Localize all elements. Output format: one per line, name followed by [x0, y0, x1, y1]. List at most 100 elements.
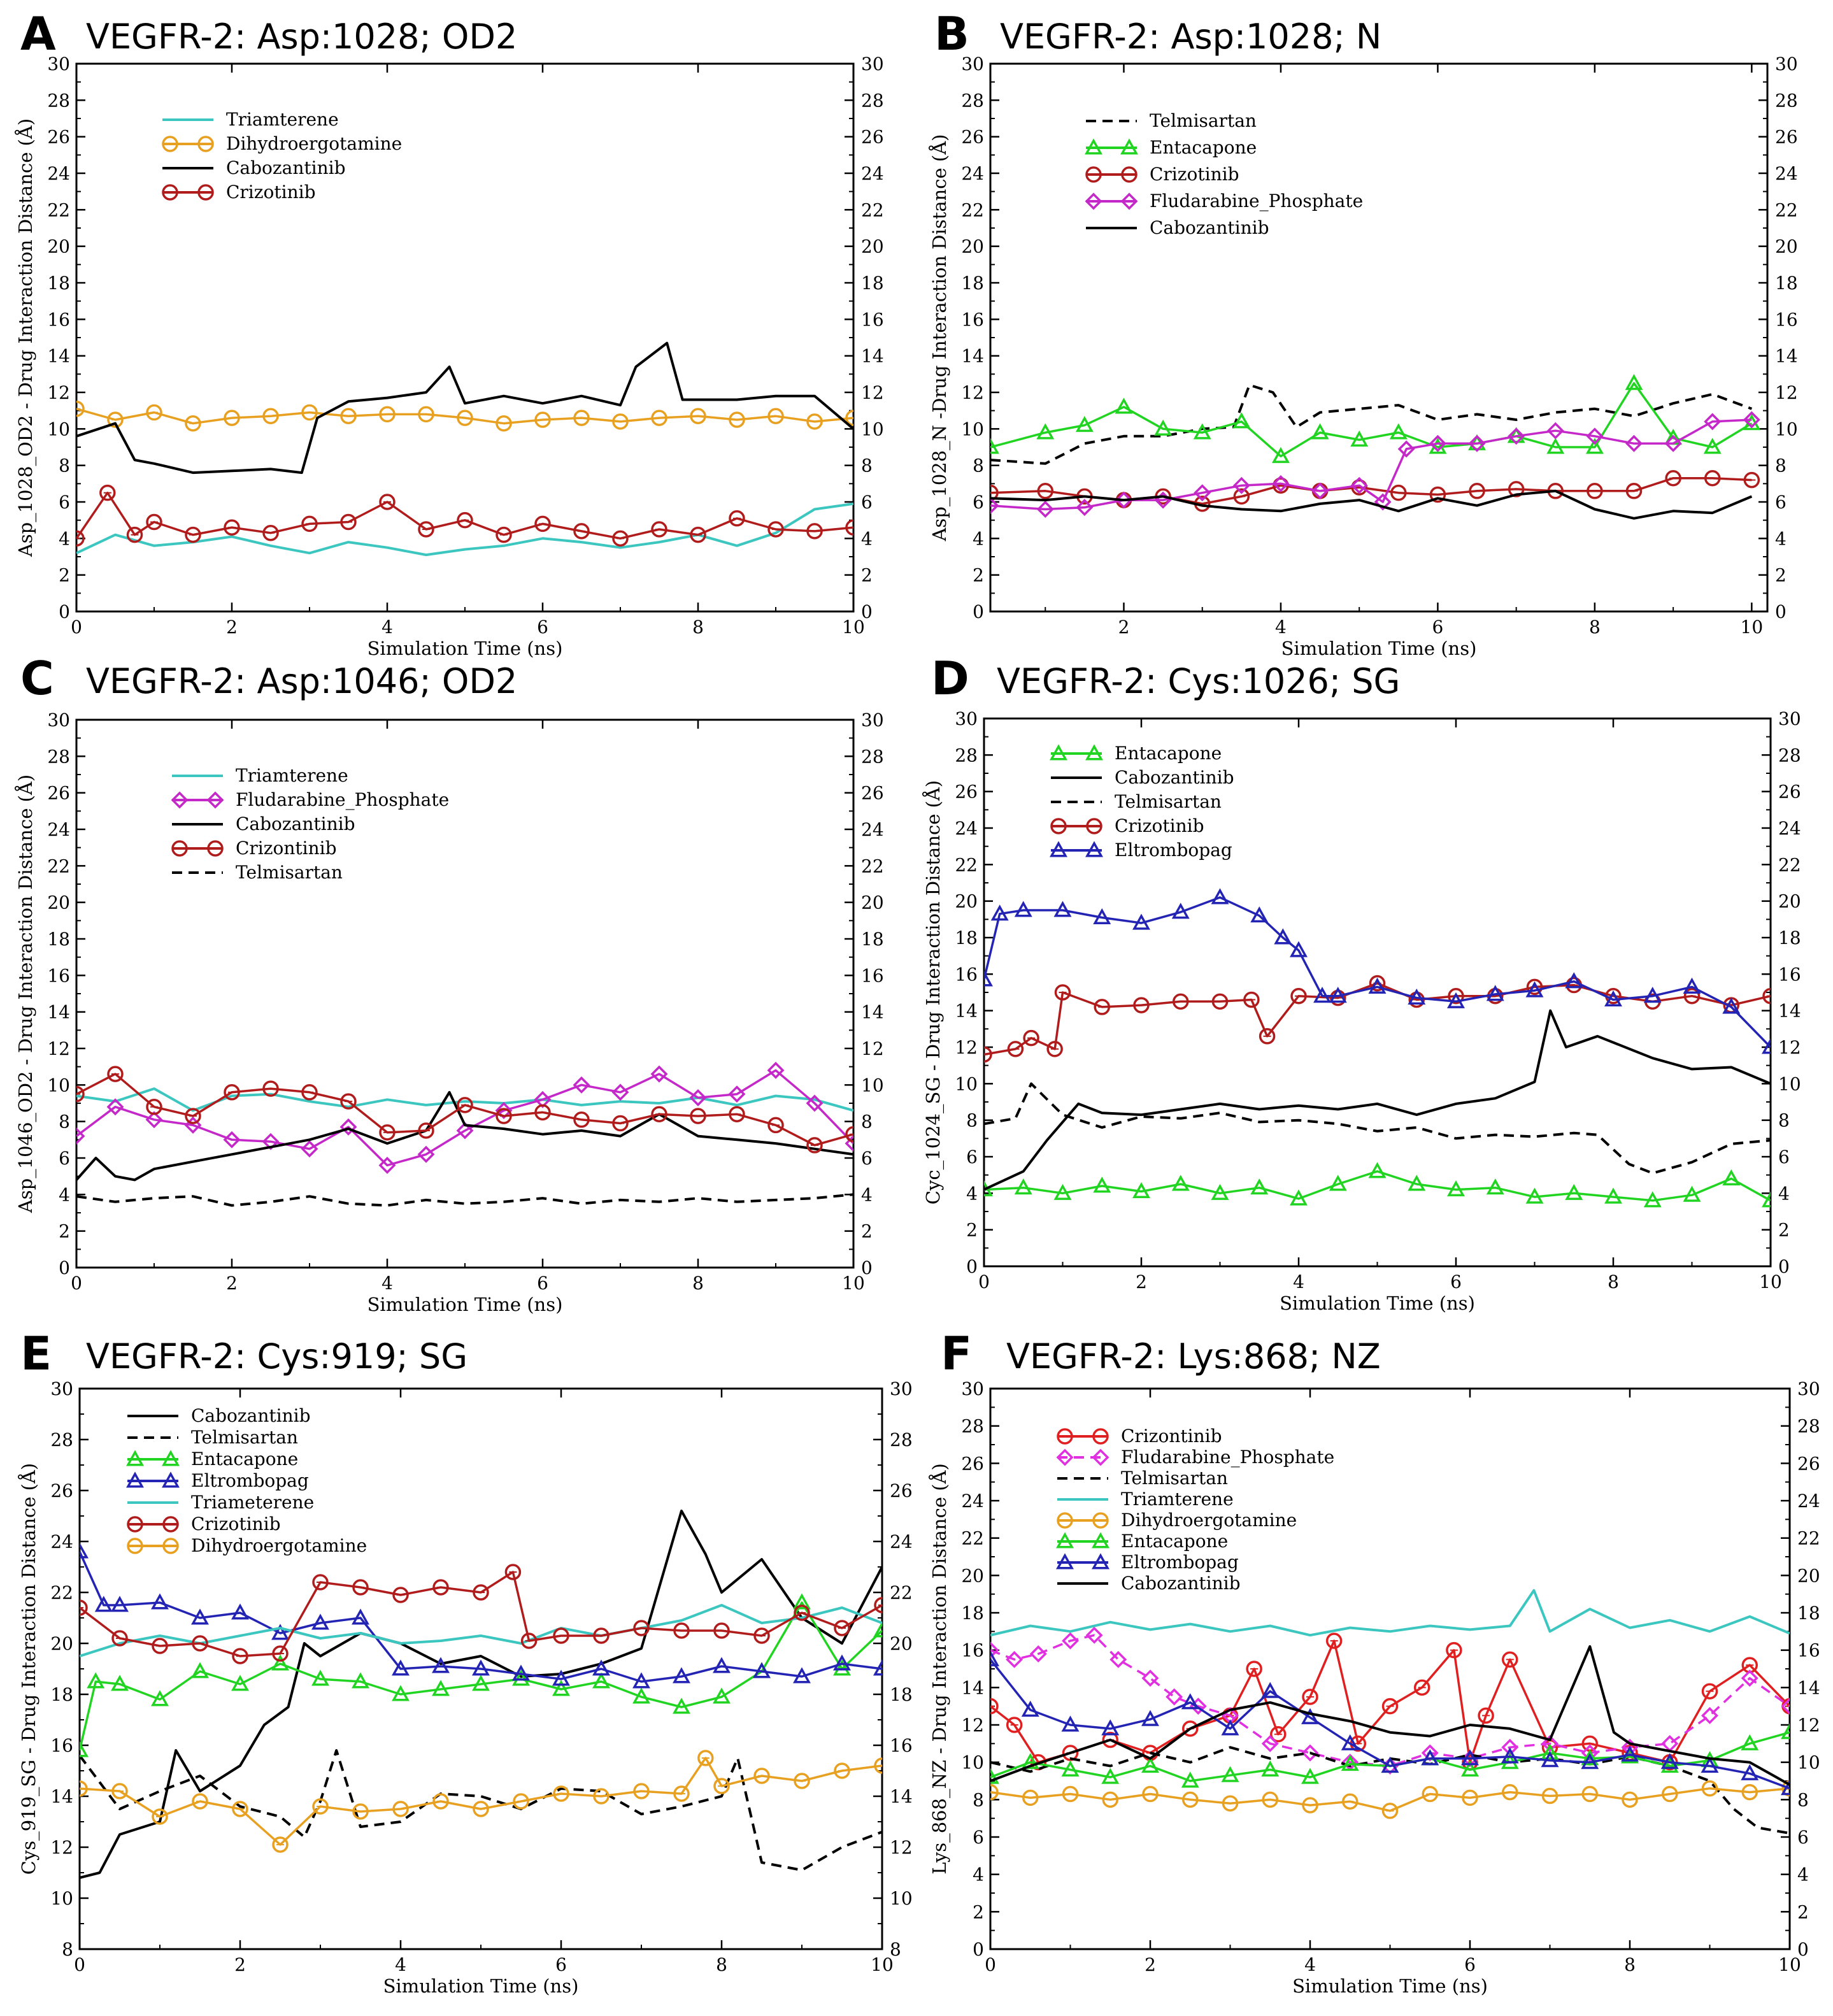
- y-tick-label-right: 6: [1797, 1827, 1809, 1848]
- y-tick-label: 28: [47, 90, 70, 111]
- panel-letter: A: [20, 7, 56, 61]
- x-tick-label: 2: [1145, 1954, 1156, 1975]
- x-tick-label: 10: [1778, 1954, 1801, 1975]
- y-tick-label: 18: [961, 1603, 984, 1624]
- panel-title: VEGFR-2: Asp:1028; N: [1000, 17, 1381, 57]
- y-tick-label-right: 12: [1775, 382, 1798, 403]
- y-tick-label-right: 26: [890, 1480, 913, 1501]
- y-axis-label: Asp_1046_OD2 - Drug Interaction Distance…: [14, 775, 37, 1213]
- y-tick-label-right: 14: [1775, 346, 1798, 367]
- legend-label: Fludarabine_Phosphate: [1150, 190, 1363, 211]
- y-tick-label: 2: [59, 565, 70, 586]
- y-tick-label-right: 28: [1797, 1416, 1820, 1437]
- y-tick-label-right: 22: [890, 1582, 913, 1603]
- legend-label: Dihydroergotamine: [191, 1535, 367, 1556]
- y-tick-label: 26: [961, 1453, 984, 1474]
- y-tick-label-right: 12: [861, 1038, 884, 1059]
- y-tick-label: 12: [961, 382, 984, 403]
- panel-title: VEGFR-2: Asp:1046; OD2: [86, 661, 517, 701]
- y-tick-label-right: 16: [890, 1735, 913, 1756]
- legend-label: Telmisartan: [1121, 1468, 1228, 1489]
- legend-label: Dihydroergotamine: [226, 133, 402, 154]
- y-tick-label: 0: [59, 601, 70, 622]
- y-tick-label: 18: [961, 273, 984, 294]
- y-tick-label: 8: [973, 455, 984, 476]
- legend-label: Triamterene: [236, 765, 348, 786]
- x-tick-label: 6: [1464, 1954, 1476, 1975]
- legend-label: Fludarabine_Phosphate: [1121, 1447, 1334, 1468]
- y-tick-label: 28: [955, 745, 978, 766]
- legend-label: Entacapone: [1150, 137, 1257, 158]
- panel-f: F VEGFR-2: Lys:868; NZ0 02 24 46 68 810 1012 121…: [928, 1327, 1820, 1997]
- y-tick-label: 10: [961, 418, 984, 440]
- y-tick-label-right: 8: [1775, 455, 1787, 476]
- legend-label: Eltrombopag: [191, 1470, 309, 1491]
- y-tick-label-right: 26: [1797, 1453, 1820, 1474]
- x-tick-label: 8: [1589, 617, 1601, 638]
- y-tick-label: 28: [47, 746, 70, 767]
- y-tick-label-right: 10: [1775, 418, 1798, 440]
- y-tick-label-right: 2: [1797, 1901, 1809, 1922]
- y-tick-label-right: 10: [861, 1075, 884, 1096]
- x-axis-label: Simulation Time (ns): [383, 1975, 579, 1997]
- legend-label: Triameterene: [191, 1492, 314, 1513]
- y-tick-label: 14: [47, 1002, 70, 1023]
- y-tick-label-right: 26: [861, 127, 884, 148]
- x-tick-label: 10: [842, 617, 865, 638]
- panel-d: D VEGFR-2: Cys:1026; SG0 02 24 46 68 810 1012 12…: [922, 652, 1801, 1314]
- y-tick-label-right: 18: [1797, 1603, 1820, 1624]
- y-tick-label-right: 4: [1778, 1183, 1790, 1204]
- legend-label: Cabozantinib: [191, 1405, 311, 1426]
- legend-label: Crizotinib: [191, 1513, 281, 1534]
- y-tick-label: 4: [973, 528, 984, 549]
- panel-title: VEGFR-2: Cys:919; SG: [86, 1336, 467, 1376]
- legend-label: Cabozantinib: [236, 813, 355, 834]
- y-tick-label-right: 28: [1775, 90, 1798, 111]
- y-tick-label: 16: [961, 1640, 984, 1661]
- y-tick-label-right: 24: [861, 163, 884, 184]
- y-tick-label-right: 12: [861, 382, 884, 403]
- panel-letter: D: [931, 652, 969, 705]
- panel-letter: E: [20, 1327, 52, 1380]
- y-tick-label: 20: [955, 891, 978, 912]
- y-tick-label-right: 2: [1775, 565, 1787, 586]
- y-tick-label: 30: [961, 54, 984, 75]
- y-tick-label-right: 14: [1797, 1677, 1820, 1698]
- y-tick-label-right: 30: [861, 710, 884, 731]
- x-tick-label: 6: [1432, 617, 1444, 638]
- y-tick-label-right: 10: [1797, 1752, 1820, 1773]
- legend-label: Cabozantinib: [1121, 1573, 1241, 1594]
- x-axis-label: Simulation Time (ns): [1281, 638, 1477, 659]
- y-tick-label-right: 6: [1775, 492, 1787, 513]
- y-tick-label: 20: [50, 1633, 73, 1654]
- y-tick-label-right: 22: [1775, 199, 1798, 220]
- y-tick-label: 6: [966, 1147, 978, 1168]
- legend-label: Cabozantinib: [1115, 767, 1234, 788]
- x-tick-label: 10: [871, 1954, 894, 1975]
- y-tick-label-right: 26: [1775, 127, 1798, 148]
- panel-letter: F: [941, 1327, 972, 1380]
- y-tick-label-right: 28: [1778, 745, 1801, 766]
- x-tick-label: 2: [226, 1273, 238, 1294]
- y-tick-label-right: 20: [890, 1633, 913, 1654]
- y-tick-label-right: 14: [1778, 1001, 1801, 1022]
- y-tick-label-right: 22: [861, 855, 884, 876]
- y-tick-label: 8: [59, 1112, 70, 1133]
- y-tick-label: 6: [59, 1148, 70, 1169]
- y-tick-label: 26: [955, 782, 978, 803]
- y-tick-label-right: 30: [861, 54, 884, 75]
- y-tick-label: 18: [955, 927, 978, 948]
- legend-label: Triamterene: [226, 109, 339, 130]
- y-tick-label: 2: [59, 1221, 70, 1242]
- x-axis-label: Simulation Time (ns): [367, 638, 563, 659]
- y-tick-label: 10: [955, 1073, 978, 1094]
- y-tick-label-right: 2: [861, 1221, 873, 1242]
- y-tick-label: 30: [955, 708, 978, 729]
- y-tick-label: 16: [961, 309, 984, 330]
- y-tick-label-right: 12: [1778, 1037, 1801, 1058]
- y-tick-label-right: 30: [1775, 54, 1798, 75]
- y-tick-label-right: 6: [1778, 1147, 1790, 1168]
- y-tick-label-right: 20: [1778, 891, 1801, 912]
- legend-label: Telmisartan: [236, 862, 343, 883]
- x-tick-label: 0: [71, 617, 82, 638]
